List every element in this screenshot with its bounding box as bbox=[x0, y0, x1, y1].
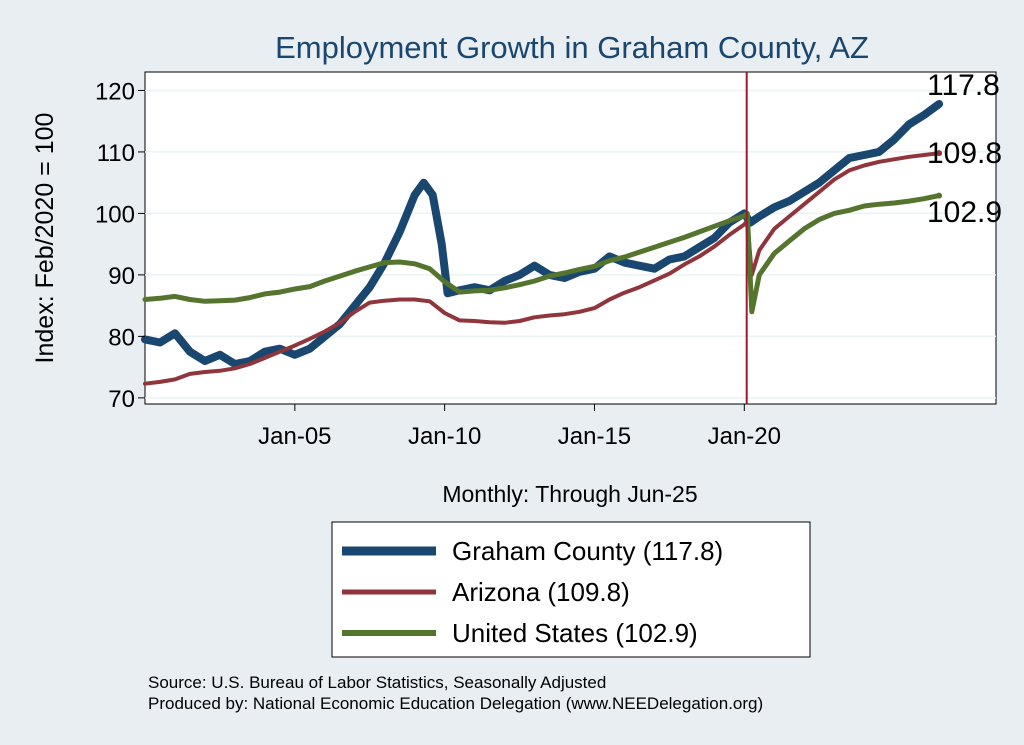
series-end-point bbox=[936, 192, 943, 199]
y-axis-title: Index: Feb/2020 = 100 bbox=[31, 113, 59, 364]
end-labels: 117.8 109.8 102.9 bbox=[927, 69, 1002, 229]
end-label: 117.8 bbox=[927, 69, 1000, 102]
legend-label: Arizona (109.8) bbox=[452, 577, 630, 607]
x-tick-label: Jan-10 bbox=[408, 423, 481, 450]
y-tick-label: 70 bbox=[108, 386, 135, 413]
y-tick-label: 110 bbox=[97, 140, 135, 167]
legend: Graham County (117.8) Arizona (109.8) Unit… bbox=[331, 521, 811, 658]
y-tick-label: 100 bbox=[95, 201, 135, 228]
y-axis: 70 80 90 100 110 120 bbox=[95, 78, 145, 413]
series-line-united-states bbox=[142, 193, 942, 315]
series-layer bbox=[141, 72, 944, 404]
legend-label: United States (102.9) bbox=[452, 618, 698, 648]
x-tick-label: Jan-20 bbox=[708, 423, 781, 450]
x-tick-label: Jan-15 bbox=[558, 423, 631, 450]
end-label: 102.9 bbox=[927, 196, 1002, 229]
x-tick-label: Jan-05 bbox=[258, 423, 331, 450]
legend-label: Graham County (117.8) bbox=[452, 536, 723, 566]
x-axis-title: Monthly: Through Jun-25 bbox=[442, 481, 697, 507]
y-tick-label: 90 bbox=[108, 263, 135, 290]
end-label: 109.8 bbox=[927, 137, 1002, 170]
producer-note: Produced by: National Economic Education… bbox=[148, 694, 763, 713]
y-tick-label: 80 bbox=[108, 324, 135, 351]
legend-entries: Graham County (117.8) Arizona (109.8) Unit… bbox=[342, 536, 723, 648]
chart-title: Employment Growth in Graham County, AZ bbox=[275, 30, 869, 65]
x-axis: Jan-05 Jan-10 Jan-15 Jan-20 bbox=[258, 404, 781, 450]
series-end-point bbox=[936, 150, 943, 157]
series-end-point bbox=[936, 100, 943, 107]
series-line-arizona bbox=[143, 151, 942, 386]
y-tick-label: 120 bbox=[95, 78, 135, 105]
source-note: Source: U.S. Bureau of Labor Statistics,… bbox=[148, 673, 606, 692]
